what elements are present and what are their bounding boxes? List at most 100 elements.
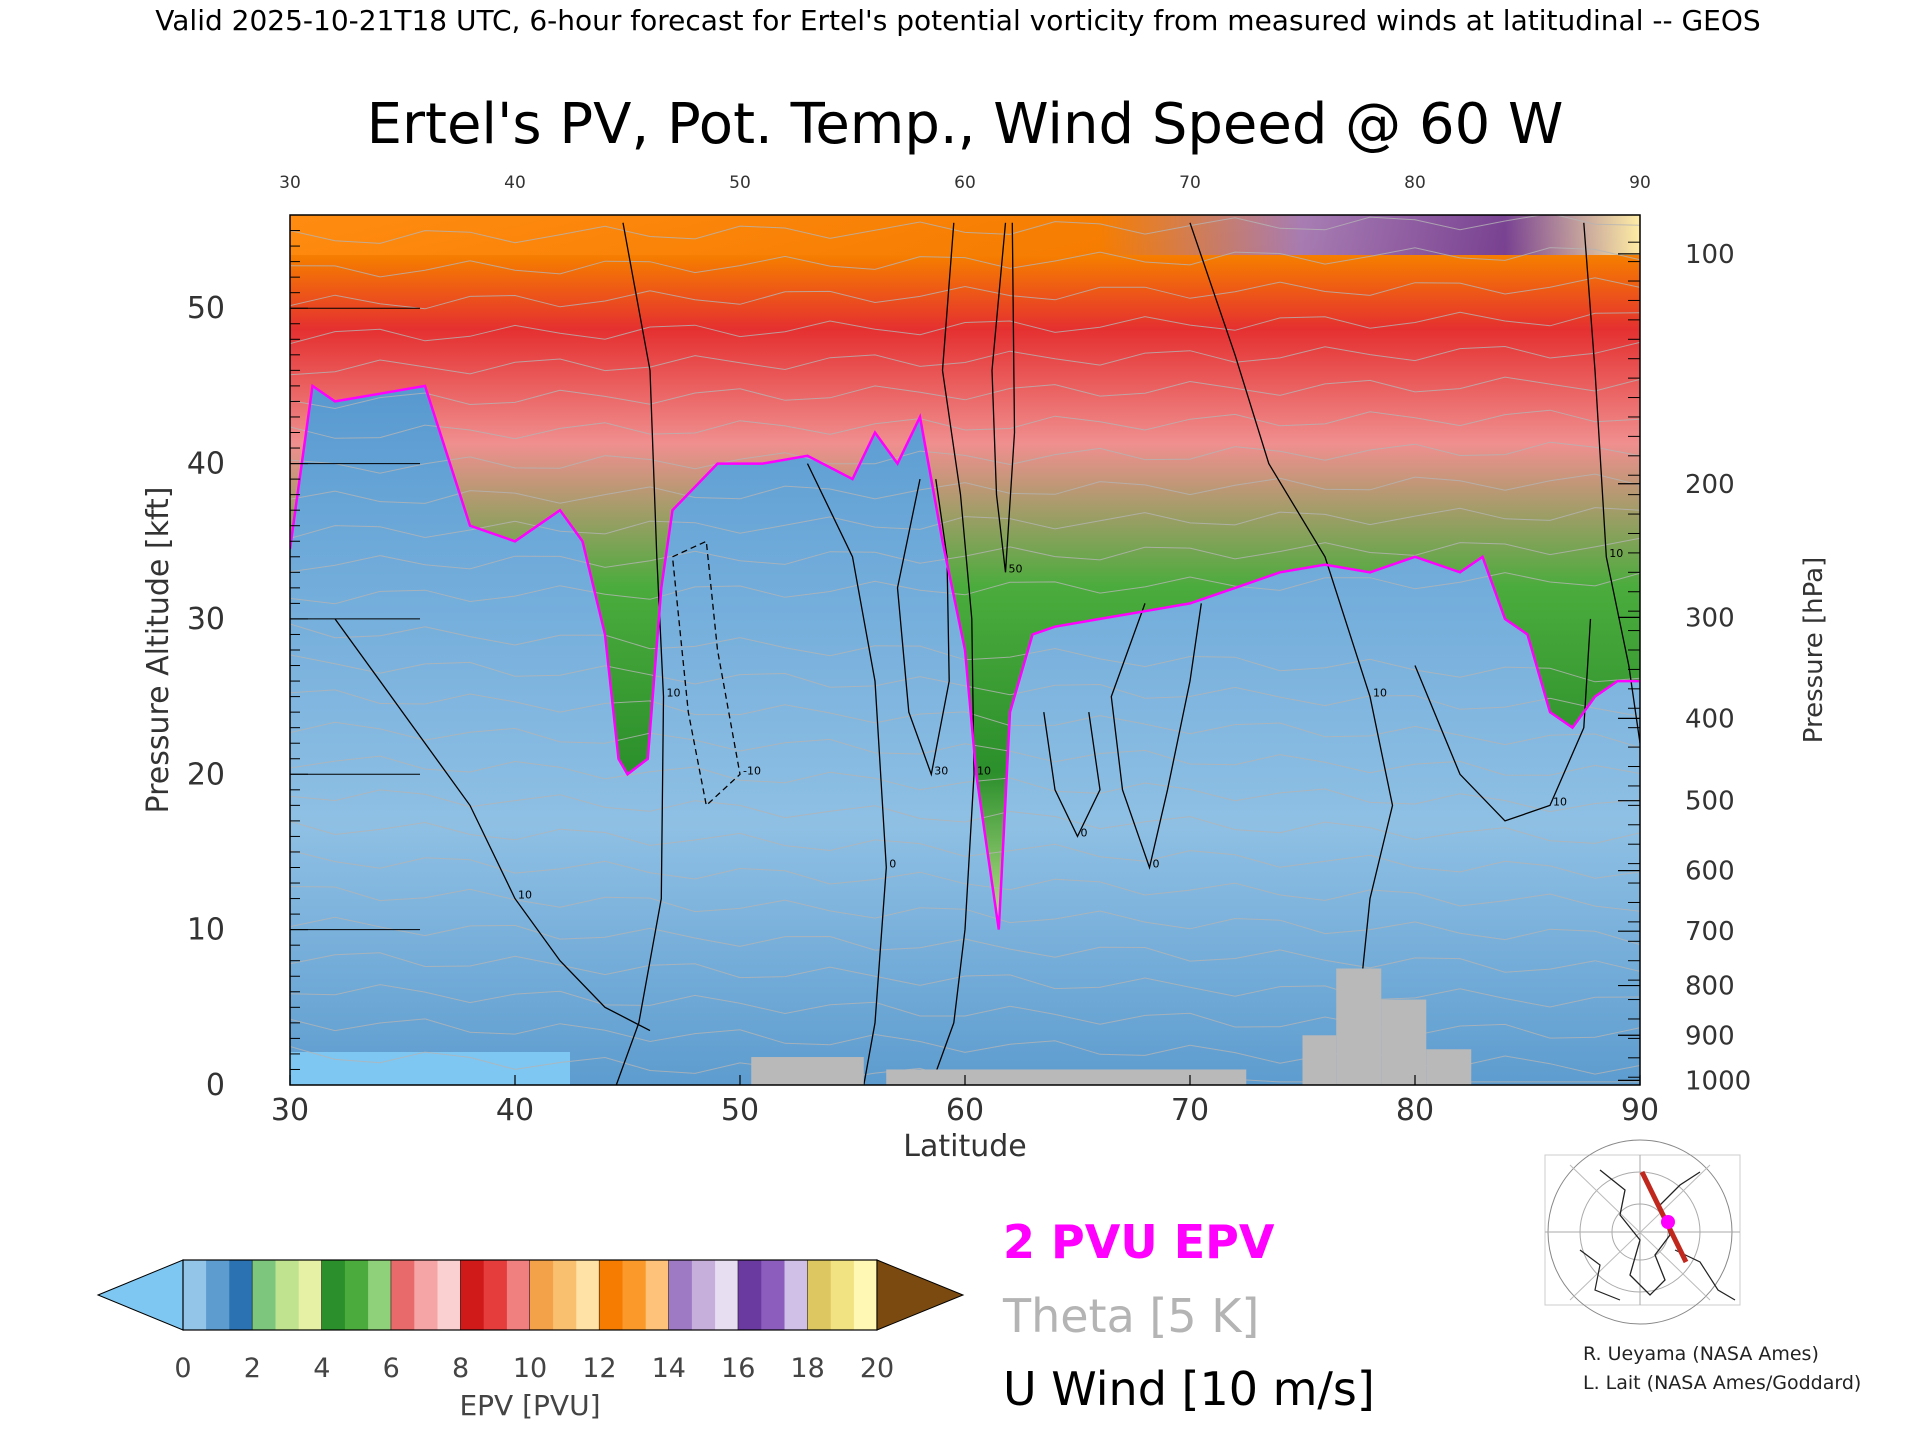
x-tick-label: 40 bbox=[496, 1093, 534, 1128]
colorbar-tick-label: 14 bbox=[652, 1353, 686, 1384]
colorbar-swatch bbox=[715, 1260, 739, 1330]
colorbar-swatch bbox=[830, 1260, 855, 1330]
colorbar: 0 2 4 6 8 10 12 14 16 18 20 EPV [PVU] bbox=[96, 1259, 965, 1422]
colorbar-ticks: 0 2 4 6 8 10 12 14 16 18 20 bbox=[174, 1353, 894, 1384]
y-tick-label: 50 bbox=[187, 291, 225, 326]
colorbar-swatch bbox=[344, 1260, 369, 1330]
y-tick-label: 20 bbox=[187, 757, 225, 792]
theta-contour bbox=[290, 952, 1640, 1008]
wind-contour-label: 0 bbox=[1081, 826, 1088, 839]
colorbar-label: EPV [PVU] bbox=[459, 1389, 600, 1422]
y-tick-label: 30 bbox=[187, 602, 225, 637]
p-tick-label: 300 bbox=[1685, 603, 1735, 633]
terrain-block bbox=[1302, 1035, 1337, 1085]
colorbar-swatch bbox=[437, 1260, 462, 1330]
colorbar-tick-label: 4 bbox=[313, 1353, 330, 1384]
colorbar-swatch bbox=[275, 1260, 300, 1330]
terrain-block bbox=[1336, 968, 1382, 1085]
wind-contour-label: 0 bbox=[1153, 858, 1160, 871]
theta-contour bbox=[290, 473, 1640, 504]
wind-contour bbox=[1583, 222, 1640, 744]
x-top-tick-label: 30 bbox=[279, 173, 301, 193]
theta-contour bbox=[290, 215, 1640, 244]
theta-contour bbox=[290, 441, 1640, 474]
colorbar-swatch bbox=[391, 1260, 415, 1330]
colorbar-swatch bbox=[691, 1260, 716, 1330]
wind-contour bbox=[991, 222, 1016, 573]
legend-wind: U Wind [10 m/s] bbox=[1003, 1362, 1375, 1416]
wind-contour bbox=[896, 478, 950, 777]
wind-contour-label: 10 bbox=[977, 764, 991, 777]
surface-light-band bbox=[290, 1052, 570, 1085]
wind-contour-label: 10 bbox=[1609, 547, 1623, 560]
x-top-tick-label: 40 bbox=[504, 173, 526, 193]
wind-contour-label: 0 bbox=[889, 858, 896, 871]
theta-contour bbox=[290, 820, 1640, 879]
p-tick-label: 800 bbox=[1685, 972, 1735, 1002]
wind-contour-label: 10 bbox=[518, 889, 532, 902]
p-tick-label: 900 bbox=[1685, 1021, 1735, 1051]
colorbar-swatch bbox=[576, 1260, 600, 1330]
credit-line-2: L. Lait (NASA Ames/Goddard) bbox=[1583, 1372, 1862, 1394]
credit-line-1: R. Ueyama (NASA Ames) bbox=[1583, 1343, 1819, 1365]
wind-contour bbox=[615, 222, 665, 1085]
wind-contour-label: 10 bbox=[1553, 795, 1567, 808]
x-axis-label: Latitude bbox=[903, 1129, 1026, 1164]
p-tick-label: 400 bbox=[1685, 704, 1735, 734]
colorbar-tick-label: 8 bbox=[452, 1353, 469, 1384]
colorbar-tick-label: 2 bbox=[244, 1353, 261, 1384]
theta-contour bbox=[290, 654, 1640, 717]
colorbar-bands bbox=[182, 1259, 878, 1331]
wind-contour-label: 30 bbox=[934, 764, 948, 777]
tropopause-2pvu-line bbox=[290, 383, 1640, 930]
wind-contour-label: 10 bbox=[1373, 687, 1387, 700]
x-tick-label: 90 bbox=[1621, 1093, 1659, 1128]
plot-area: 10 10 10 10 30 50 10 0 -10 0 10 0 bbox=[290, 215, 1640, 1085]
theta-contour bbox=[290, 755, 1640, 813]
x-tick-label: 60 bbox=[946, 1093, 984, 1128]
colorbar-swatch bbox=[599, 1260, 623, 1330]
wind-contour bbox=[1110, 603, 1202, 870]
wind-contour bbox=[671, 540, 741, 807]
y-axis-left: 0 10 20 30 40 50 bbox=[187, 230, 420, 1103]
y-axis-label-right: Pressure [hPa] bbox=[1799, 557, 1829, 744]
colorbar-swatch bbox=[853, 1260, 878, 1330]
wind-contour bbox=[806, 463, 887, 1085]
legend: 2 PVU EPV Theta [5 K] U Wind [10 m/s] bbox=[1002, 1215, 1375, 1416]
colorbar-swatch bbox=[483, 1260, 508, 1330]
y-axis-label-left: Pressure Altitude [kft] bbox=[141, 487, 176, 814]
terrain-block bbox=[886, 1069, 1247, 1085]
colorbar-swatch bbox=[183, 1260, 207, 1330]
p-tick-label: 200 bbox=[1685, 470, 1735, 500]
terrain-block bbox=[1381, 999, 1427, 1085]
theta-contour bbox=[290, 409, 1640, 440]
wind-contour bbox=[1189, 222, 1394, 1008]
colorbar-swatch bbox=[738, 1260, 762, 1330]
section-marker bbox=[1661, 1215, 1675, 1229]
colorbar-under-arrow bbox=[96, 1259, 184, 1331]
colorbar-tick-label: 6 bbox=[383, 1353, 400, 1384]
colorbar-swatch bbox=[368, 1260, 392, 1330]
theta-contour bbox=[290, 916, 1640, 973]
theta-contour bbox=[290, 789, 1640, 844]
colorbar-tick-label: 20 bbox=[860, 1353, 894, 1384]
stratosphere-fill bbox=[290, 215, 1640, 930]
chart-title: Ertel's PV, Pot. Temp., Wind Speed @ 60 … bbox=[367, 92, 1564, 157]
colorbar-swatch bbox=[622, 1260, 647, 1330]
x-top-tick-label: 80 bbox=[1404, 173, 1426, 193]
colorbar-swatch bbox=[460, 1260, 485, 1330]
valid-time-line: Valid 2025-10-21T18 UTC, 6-hour forecast… bbox=[155, 4, 1760, 37]
colorbar-tick-label: 18 bbox=[790, 1353, 824, 1384]
theta-contour bbox=[290, 572, 1640, 605]
wind-contour-label: -10 bbox=[743, 764, 761, 777]
colorbar-swatch bbox=[206, 1260, 230, 1330]
theta-contour bbox=[290, 721, 1640, 776]
globe-map-icon bbox=[1544, 1139, 1741, 1325]
colorbar-swatch bbox=[506, 1260, 531, 1330]
colorbar-tick-label: 16 bbox=[721, 1353, 755, 1384]
x-top-tick-label: 70 bbox=[1179, 173, 1201, 193]
theta-contour bbox=[290, 537, 1640, 573]
wind-contour-label: 50 bbox=[1009, 562, 1023, 575]
p-tick-label: 1000 bbox=[1685, 1066, 1751, 1096]
